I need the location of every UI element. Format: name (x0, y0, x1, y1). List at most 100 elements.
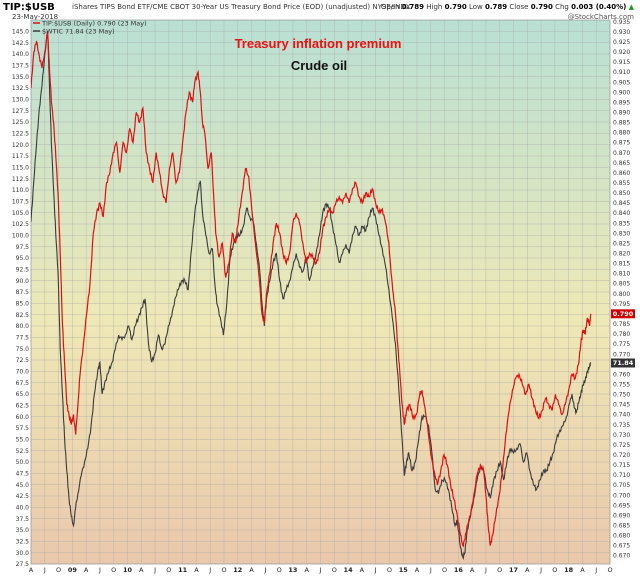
x-tick-label: J (43, 566, 46, 574)
left-tick-label: 47.5 (16, 471, 30, 478)
x-tick-label: A (84, 566, 89, 574)
chart-title: Treasury inflation premium (235, 36, 402, 51)
right-tick-label: 0.915 (613, 59, 630, 66)
x-tick-label: O (332, 566, 337, 574)
x-tick-label: J (208, 566, 211, 574)
right-tick-label: 0.785 (613, 321, 630, 328)
right-tick-label: 0.835 (613, 220, 630, 227)
right-tick-label: 0.690 (613, 512, 630, 519)
x-tick-label: O (111, 566, 116, 574)
left-tick-label: 142.5 (12, 40, 29, 47)
x-tick-label: 14 (344, 566, 354, 574)
x-tick-label: O (552, 566, 557, 574)
ohlc-readout: Open 0.789 High 0.790 Low 0.789 Close 0.… (381, 3, 634, 11)
right-tick-label: 0.770 (613, 351, 630, 358)
x-axis-ticks: A J O 09 A J O 10 A J O 11 A J O 12 A J O 13 A J O 14 A J O 15 A J O 16… (29, 566, 613, 574)
x-tick-label: 13 (288, 566, 297, 574)
left-tick-label: 125.0 (12, 119, 29, 126)
left-tick-label: 90.0 (16, 278, 30, 285)
left-tick-label: 95.0 (16, 255, 30, 262)
chart-subtitle: Crude oil (291, 58, 347, 73)
high-label: High (426, 3, 443, 11)
symbol-label: TIP:$USB (3, 2, 55, 13)
right-tick-label: 0.715 (613, 462, 630, 469)
right-tick-label: 0.840 (613, 210, 630, 217)
legend-ratio-text: TIP:$USB (Daily) 0.790 (23 May) (41, 20, 147, 28)
left-tick-label: 107.5 (12, 199, 29, 206)
x-tick-label: 16 (454, 566, 464, 574)
left-tick-label: 145.0 (12, 29, 29, 36)
series-line-tip-usb (31, 31, 592, 548)
right-tick-label: 0.855 (613, 180, 630, 187)
x-tick-label: A (415, 566, 420, 574)
left-tick-label: 52.5 (16, 448, 30, 455)
symbol-description: iShares TIPS Bond ETF/CME CBOT 30-Year U… (72, 3, 411, 11)
right-tick-label: 0.695 (613, 502, 630, 509)
x-tick-label: A (525, 566, 530, 574)
right-tick-label: 0.670 (613, 553, 630, 560)
left-tick-label: 137.5 (12, 63, 29, 70)
x-tick-label: J (539, 566, 542, 574)
right-tick-label: 0.755 (613, 381, 630, 388)
left-axis-ticks: 145.0 142.5 140.0 137.5 135.0 132.5 130.0 127.5… (12, 29, 29, 569)
left-tick-label: 50.0 (16, 459, 30, 466)
right-tick-label: 0.730 (613, 432, 630, 439)
left-tick-label: 37.5 (16, 516, 30, 523)
left-tick-label: 72.5 (16, 357, 30, 364)
right-tick-label: 0.740 (613, 412, 630, 419)
left-tick-label: 30.0 (16, 550, 30, 557)
right-tick-label: 0.710 (613, 472, 630, 479)
ratio-last-value: 0.790 (613, 310, 634, 318)
left-tick-label: 127.5 (12, 108, 29, 115)
x-tick-label: O (442, 566, 447, 574)
right-tick-label: 0.805 (613, 281, 630, 288)
right-tick-label: 0.680 (613, 533, 630, 540)
right-tick-label: 0.860 (613, 170, 630, 177)
left-tick-label: 35.0 (16, 527, 30, 534)
left-tick-label: 112.5 (12, 176, 29, 183)
right-tick-label: 0.900 (613, 89, 630, 96)
close-value: 0.790 (530, 3, 553, 11)
right-tick-label: 0.795 (613, 301, 630, 308)
x-tick-label: J (374, 566, 377, 574)
right-tick-label: 0.815 (613, 261, 630, 268)
left-tick-label: 82.5 (16, 312, 30, 319)
right-tick-label: 0.700 (613, 492, 630, 499)
right-tick-label: 0.810 (613, 271, 630, 278)
x-tick-label: J (98, 566, 101, 574)
x-tick-label: O (277, 566, 282, 574)
x-tick-label: A (470, 566, 475, 574)
right-tick-label: 0.820 (613, 251, 630, 258)
left-tick-label: 32.5 (16, 539, 30, 546)
right-tick-label: 0.930 (613, 29, 630, 36)
right-tick-label: 0.800 (613, 291, 630, 298)
right-tick-label: 0.870 (613, 150, 630, 157)
left-tick-label: 42.5 (16, 493, 30, 500)
left-tick-label: 110.0 (12, 187, 29, 194)
x-tick-label: J (594, 566, 597, 574)
right-tick-label: 0.675 (613, 543, 630, 550)
right-tick-label: 0.895 (613, 99, 630, 106)
right-tick-label: 0.705 (613, 482, 630, 489)
open-value: 0.789 (401, 3, 425, 11)
x-tick-label: 17 (509, 566, 518, 574)
right-tick-label: 0.920 (613, 49, 630, 56)
left-tick-label: 130.0 (12, 97, 29, 104)
right-tick-label: 0.910 (613, 69, 630, 76)
left-tick-label: 87.5 (16, 289, 30, 296)
right-tick-label: 0.885 (613, 120, 630, 127)
x-tick-label: A (249, 566, 254, 574)
legend-oil-text: $WTIC 71.84 (23 May) (42, 28, 115, 36)
right-tick-label: 0.760 (613, 371, 630, 378)
x-tick-label: O (387, 566, 392, 574)
x-tick-label: O (221, 566, 226, 574)
left-tick-label: 27.5 (16, 561, 30, 568)
right-tick-label: 0.780 (613, 331, 630, 338)
x-tick-label: 15 (399, 566, 409, 574)
right-axis-ticks: 0.935 0.930 0.925 0.920 0.915 0.910 0.905 0.900… (613, 19, 630, 560)
right-tick-label: 0.845 (613, 200, 630, 207)
right-tick-label: 0.935 (613, 19, 630, 26)
close-label: Close (509, 3, 529, 11)
left-tick-label: 55.0 (16, 437, 30, 444)
x-tick-label: J (429, 566, 432, 574)
